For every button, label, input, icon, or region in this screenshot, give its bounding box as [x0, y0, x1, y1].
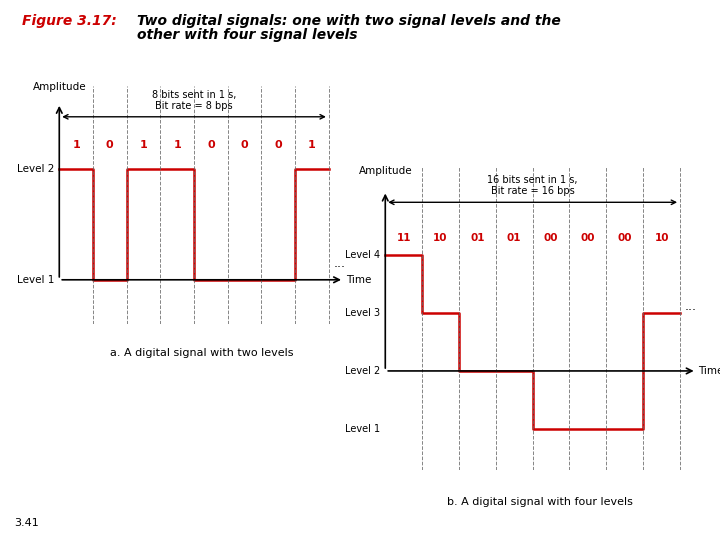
- Text: 1: 1: [72, 140, 80, 150]
- Text: 01: 01: [470, 233, 485, 243]
- Text: Amplitude: Amplitude: [32, 82, 86, 92]
- Text: 0: 0: [207, 140, 215, 150]
- Text: a. A digital signal with two levels: a. A digital signal with two levels: [110, 348, 293, 358]
- Text: 1: 1: [174, 140, 181, 150]
- Text: ...: ...: [685, 300, 696, 313]
- Text: 8 bits sent in 1 s,
Bit rate = 8 bps: 8 bits sent in 1 s, Bit rate = 8 bps: [152, 90, 236, 111]
- Text: Two digital signals: one with two signal levels and the: Two digital signals: one with two signal…: [137, 14, 561, 28]
- Text: 0: 0: [106, 140, 114, 150]
- Text: 11: 11: [397, 233, 411, 243]
- Text: Level 3: Level 3: [345, 308, 379, 318]
- Text: b. A digital signal with four levels: b. A digital signal with four levels: [447, 497, 633, 507]
- Text: Figure 3.17:: Figure 3.17:: [22, 14, 117, 28]
- Text: Level 1: Level 1: [345, 424, 379, 434]
- Text: Time: Time: [346, 275, 371, 285]
- Text: 0: 0: [240, 140, 248, 150]
- Text: 3.41: 3.41: [14, 518, 39, 529]
- Text: 10: 10: [433, 233, 448, 243]
- Text: 00: 00: [544, 233, 558, 243]
- Text: Level 2: Level 2: [344, 366, 379, 376]
- Text: 00: 00: [618, 233, 632, 243]
- Text: 00: 00: [580, 233, 595, 243]
- Text: 1: 1: [308, 140, 316, 150]
- Text: 16 bits sent in 1 s,
Bit rate = 16 bps: 16 bits sent in 1 s, Bit rate = 16 bps: [487, 175, 578, 197]
- Text: 10: 10: [654, 233, 669, 243]
- Text: 0: 0: [274, 140, 282, 150]
- Text: other with four signal levels: other with four signal levels: [137, 28, 357, 42]
- Text: ...: ...: [334, 256, 346, 269]
- Text: Time: Time: [698, 366, 720, 376]
- Text: Level 4: Level 4: [345, 249, 379, 260]
- Text: Level 2: Level 2: [17, 164, 54, 174]
- Text: 1: 1: [140, 140, 148, 150]
- Text: Amplitude: Amplitude: [359, 166, 412, 176]
- Text: Level 1: Level 1: [17, 275, 54, 285]
- Text: 01: 01: [507, 233, 521, 243]
